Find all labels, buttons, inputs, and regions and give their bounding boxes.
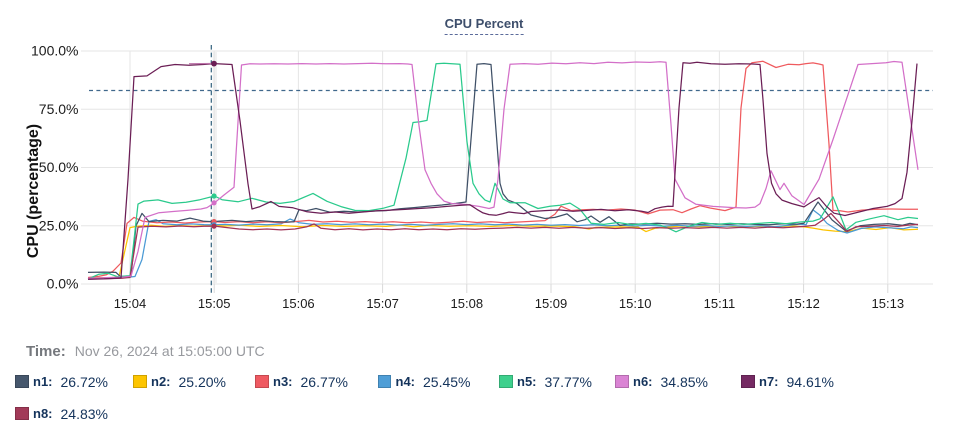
svg-text:15:10: 15:10 [619,296,652,311]
svg-text:15:09: 15:09 [535,296,568,311]
svg-text:75.0%: 75.0% [39,101,79,117]
svg-text:50.0%: 50.0% [39,159,79,175]
svg-text:25.0%: 25.0% [39,217,79,233]
svg-text:15:11: 15:11 [704,296,736,311]
svg-text:15:05: 15:05 [198,296,231,311]
svg-text:15:07: 15:07 [366,296,399,311]
svg-text:15:12: 15:12 [787,296,820,311]
svg-text:0.0%: 0.0% [47,276,79,292]
svg-text:15:06: 15:06 [282,296,315,311]
svg-text:CPU (percentage): CPU (percentage) [25,124,42,258]
svg-text:15:08: 15:08 [451,296,484,311]
svg-text:100.0%: 100.0% [31,43,78,59]
svg-text:15:13: 15:13 [872,296,905,311]
svg-text:15:04: 15:04 [114,296,147,311]
